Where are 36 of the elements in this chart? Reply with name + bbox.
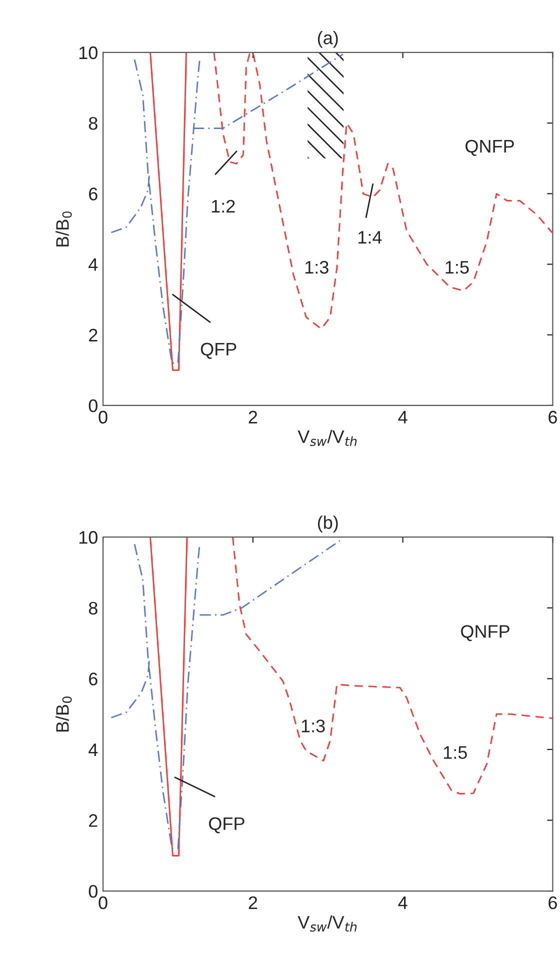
- annotation: 1:3: [302, 720, 325, 732]
- annotation: 1:5: [444, 746, 467, 759]
- annotation: QNFP: [461, 625, 510, 642]
- x-tick-label: 4: [398, 896, 408, 909]
- x-tick-label: 0: [98, 896, 108, 910]
- y-tick-label: 10: [79, 531, 98, 544]
- x-tick-label: 6: [548, 896, 557, 910]
- x-tick-label: 4: [398, 410, 408, 424]
- chart-title: (b): [318, 516, 338, 533]
- annotation: 1:3: [305, 260, 328, 274]
- y-axis-title: B/B$_{0}$: [56, 696, 72, 732]
- y-tick-label: 0: [88, 884, 98, 898]
- y-tick-label: 4: [88, 744, 98, 756]
- annotation: QFP: [200, 342, 236, 359]
- y-tick-label: 6: [89, 672, 98, 686]
- annotation: 1:4: [358, 231, 382, 244]
- x-axis-title: V$_{sw}$/V$_{th}$: [298, 430, 357, 446]
- annotation: QNFP: [466, 140, 514, 156]
- x-tick-label: 2: [248, 410, 258, 424]
- y-tick-label: 0: [88, 399, 98, 412]
- y-tick-label: 6: [89, 188, 98, 200]
- y-axis-title: B/B$_{0}$: [56, 211, 72, 246]
- annotation: QFP: [209, 817, 244, 834]
- x-tick-label: 2: [248, 896, 258, 909]
- chart-title: (a): [318, 31, 338, 48]
- y-tick-label: 8: [88, 602, 98, 615]
- y-tick-label: 10: [79, 46, 98, 60]
- annotation: 1:5: [446, 261, 469, 274]
- x-tick-label: 6: [548, 410, 557, 424]
- y-tick-label: 2: [89, 814, 98, 827]
- y-tick-label: 2: [89, 328, 98, 342]
- annotation: 1:2: [212, 200, 235, 212]
- y-tick-label: 4: [88, 258, 98, 271]
- x-tick-label: 0: [98, 410, 108, 424]
- y-tick-label: 8: [88, 117, 98, 130]
- x-axis-title: V$_{sw}$/V$_{th}$: [298, 915, 357, 932]
